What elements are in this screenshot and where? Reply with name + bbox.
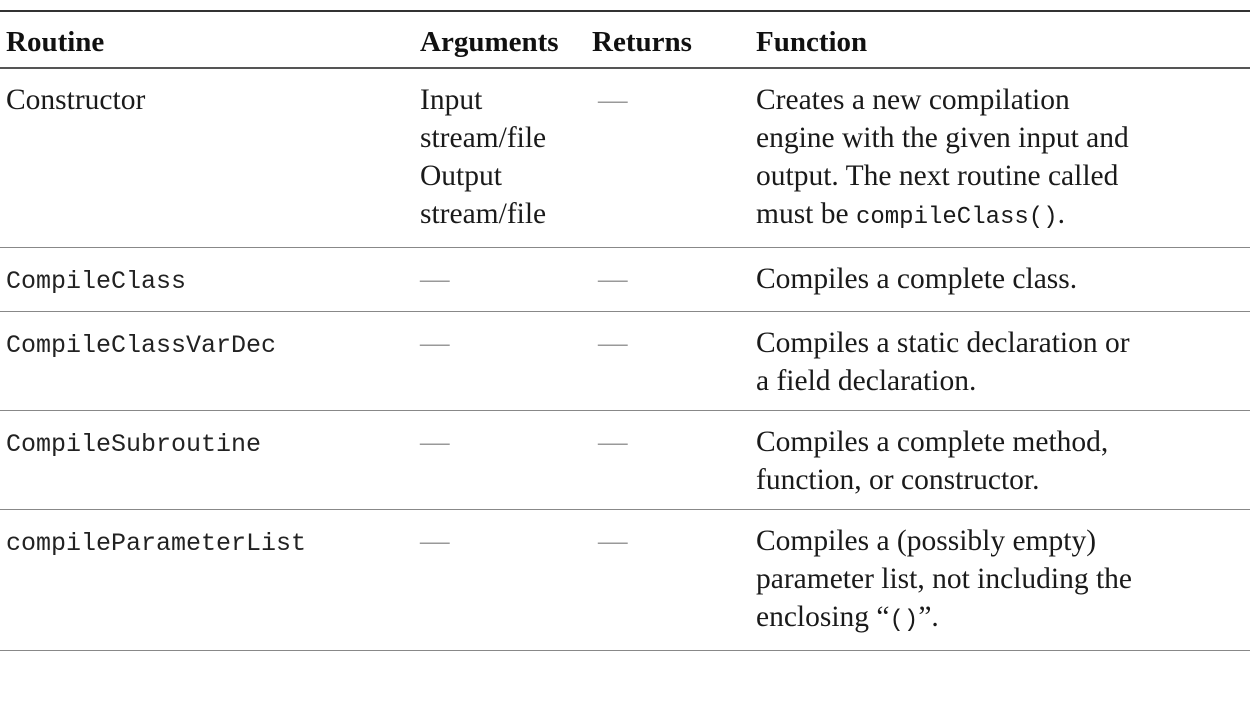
- function-line: Creates a new compilation: [756, 84, 1070, 116]
- routine-name: Constructor: [6, 84, 146, 116]
- arguments-dash: —: [420, 426, 449, 458]
- table-row: CompileSubroutine — — Compiles a complet…: [0, 411, 1250, 510]
- argument-line: Input: [420, 84, 483, 116]
- function-line: parameter list, not including the: [756, 563, 1133, 595]
- returns-dash: —: [598, 426, 627, 458]
- routine-name: CompileClass: [6, 267, 187, 296]
- function-text: .: [1057, 198, 1065, 230]
- header-returns: Returns: [592, 26, 692, 58]
- table-header: Routine Arguments Returns Function: [0, 11, 1250, 68]
- header-function: Function: [756, 26, 868, 58]
- argument-line: stream/file: [420, 122, 547, 154]
- function-line: engine with the given input and: [756, 122, 1129, 154]
- header-routine: Routine: [6, 26, 105, 58]
- argument-line: Output: [420, 160, 502, 192]
- table-row: compileParameterList — — Compiles a (pos…: [0, 510, 1250, 651]
- returns-dash: —: [598, 525, 627, 557]
- header-arguments: Arguments: [420, 26, 559, 58]
- table-row: CompileClassVarDec — — Compiles a static…: [0, 312, 1250, 411]
- function-text: must be: [756, 198, 856, 230]
- function-code: (): [889, 607, 919, 634]
- arguments-dash: —: [420, 327, 449, 359]
- api-table-container: Routine Arguments Returns Function Const…: [0, 10, 1250, 651]
- function-line: Compiles a complete class.: [756, 263, 1078, 295]
- function-line: function, or constructor.: [756, 464, 1040, 496]
- function-line-last: enclosing “()”.: [756, 598, 1244, 640]
- function-line: output. The next routine called: [756, 160, 1119, 192]
- routine-name: CompileClassVarDec: [6, 331, 277, 360]
- table-body: Constructor Input stream/file Output str…: [0, 68, 1250, 651]
- returns-dash: —: [598, 327, 627, 359]
- routine-name: CompileSubroutine: [6, 430, 262, 459]
- table-row: Constructor Input stream/file Output str…: [0, 68, 1250, 248]
- header-row: Routine Arguments Returns Function: [0, 11, 1250, 68]
- function-line: Compiles a complete method,: [756, 426, 1109, 458]
- returns-dash: —: [598, 84, 627, 116]
- function-code: compileClass(): [855, 204, 1058, 231]
- function-text: enclosing “: [756, 601, 890, 633]
- argument-line: stream/file: [420, 198, 547, 230]
- function-line-last: must be compileClass().: [756, 195, 1244, 237]
- arguments-dash: —: [420, 263, 449, 295]
- compilation-engine-api-table: Routine Arguments Returns Function Const…: [0, 10, 1250, 651]
- function-text: ”.: [918, 601, 939, 633]
- arguments-dash: —: [420, 525, 449, 557]
- function-line: Compiles a static declaration or: [756, 327, 1130, 359]
- table-row: CompileClass — — Compiles a complete cla…: [0, 248, 1250, 312]
- function-line: Compiles a (possibly empty): [756, 525, 1097, 557]
- routine-name: compileParameterList: [6, 529, 307, 558]
- function-line: a field declaration.: [756, 365, 977, 397]
- returns-dash: —: [598, 263, 627, 295]
